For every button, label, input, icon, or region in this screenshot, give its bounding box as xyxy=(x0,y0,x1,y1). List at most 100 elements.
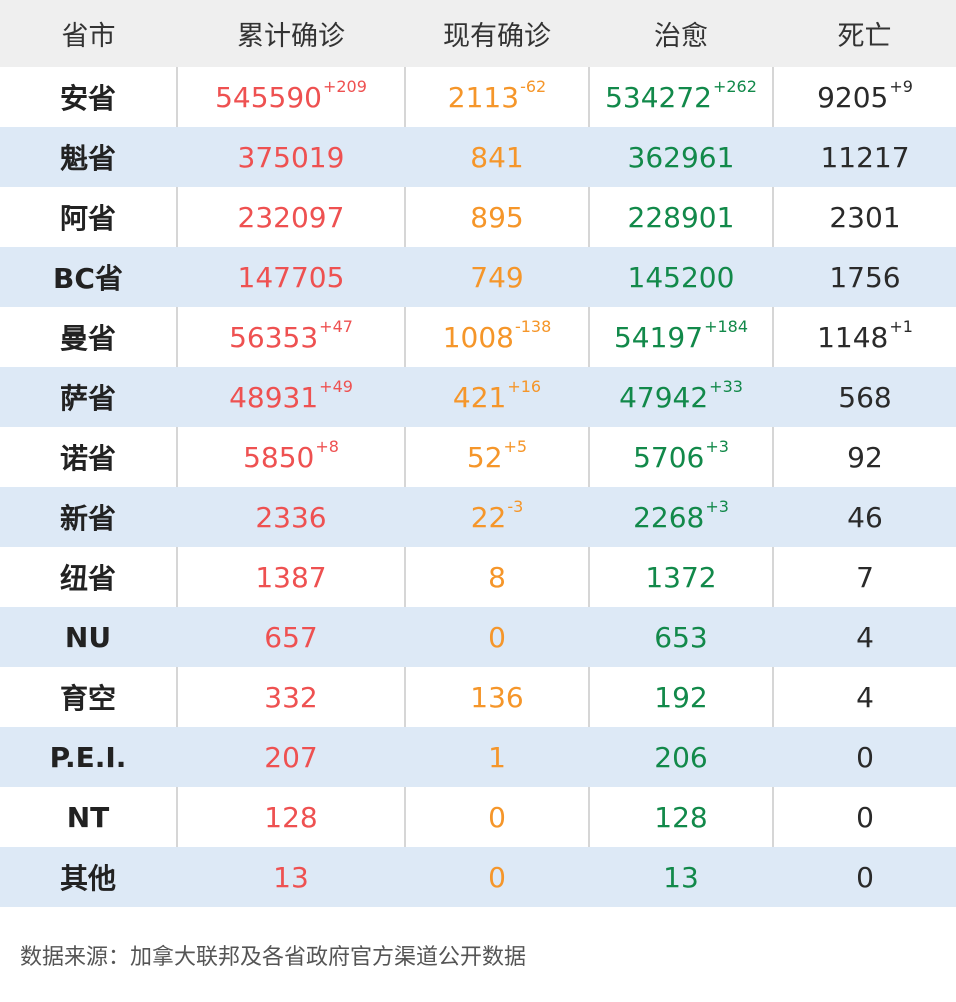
active-value: 1008 xyxy=(442,320,514,354)
active-value: 0 xyxy=(488,800,506,834)
deaths-value-group: 46 xyxy=(847,501,883,534)
table-row: 阿省 232097 895 228901 2301 xyxy=(0,187,956,247)
cumulative-value-group: 2336 xyxy=(255,501,326,534)
deaths-value-group: 7 xyxy=(856,561,874,594)
active-delta: +16 xyxy=(507,376,542,396)
recovered-value: 206 xyxy=(654,740,708,774)
recovered-value: 2268 xyxy=(633,500,705,534)
province-name: BC省 xyxy=(0,247,177,307)
cumulative-cell: 1387 xyxy=(176,547,405,607)
active-value: 0 xyxy=(488,860,506,894)
recovered-value-group: 1372 xyxy=(645,561,716,594)
recovered-value: 47942 xyxy=(619,380,709,414)
active-value-group: 2113-62 xyxy=(447,77,546,114)
cumulative-cell: 375019 xyxy=(176,127,405,187)
recovered-value-group: 206 xyxy=(654,741,707,774)
cumulative-value-group: 375019 xyxy=(238,141,345,174)
table-row: 新省 2336 22-3 2268+3 46 xyxy=(0,487,956,547)
cumulative-value: 48931 xyxy=(229,380,319,414)
cumulative-cell: 48931+49 xyxy=(176,367,405,427)
active-value-group: 136 xyxy=(470,681,523,714)
deaths-value: 92 xyxy=(847,440,883,474)
recovered-value: 5706 xyxy=(633,440,705,474)
active-value-group: 1008-138 xyxy=(442,317,552,354)
cumulative-value-group: 128 xyxy=(264,801,317,834)
recovered-value: 362961 xyxy=(627,140,735,174)
table-row: 纽省 1387 8 1372 7 xyxy=(0,547,956,607)
cumulative-delta: +47 xyxy=(319,316,353,336)
cumulative-cell: 5850+8 xyxy=(176,427,405,487)
table-row: BC省 147705 749 145200 1756 xyxy=(0,247,956,307)
recovered-cell: 47942+33 xyxy=(588,367,773,427)
province-name: 萨省 xyxy=(0,367,177,427)
deaths-value-group: 2301 xyxy=(829,201,900,234)
cumulative-value-group: 332 xyxy=(264,681,317,714)
cumulative-value: 545590 xyxy=(215,80,322,114)
recovered-cell: 206 xyxy=(588,727,773,787)
recovered-delta: +184 xyxy=(704,316,749,336)
deaths-cell: 46 xyxy=(772,487,956,547)
header-active: 现有确诊 xyxy=(405,0,589,67)
recovered-cell: 13 xyxy=(588,847,773,907)
cumulative-value-group: 48931+49 xyxy=(229,377,353,414)
cumulative-delta: +8 xyxy=(315,436,339,456)
cumulative-cell: 147705 xyxy=(176,247,405,307)
table-row: NU 657 0 653 4 xyxy=(0,607,956,667)
province-name: 魁省 xyxy=(0,127,177,187)
cumulative-value: 1387 xyxy=(255,560,327,594)
active-value: 52 xyxy=(466,440,503,474)
recovered-cell: 2268+3 xyxy=(588,487,773,547)
deaths-value-group: 0 xyxy=(856,801,874,834)
active-value: 136 xyxy=(470,680,524,714)
cumulative-value-group: 207 xyxy=(264,741,317,774)
cumulative-cell: 207 xyxy=(176,727,405,787)
cumulative-cell: 128 xyxy=(176,787,405,847)
recovered-value: 228901 xyxy=(627,200,735,234)
table-row: NT 128 0 128 0 xyxy=(0,787,956,847)
recovered-delta: +262 xyxy=(712,76,757,96)
deaths-cell: 92 xyxy=(772,427,956,487)
deaths-value-group: 0 xyxy=(856,861,874,894)
recovered-cell: 192 xyxy=(588,667,773,727)
recovered-cell: 653 xyxy=(588,607,773,667)
cumulative-value: 147705 xyxy=(237,260,345,294)
recovered-value-group: 192 xyxy=(654,681,707,714)
active-value: 0 xyxy=(488,620,506,654)
header-cumulative: 累计确诊 xyxy=(177,0,405,67)
deaths-value-group: 92 xyxy=(847,441,883,474)
deaths-cell: 4 xyxy=(772,667,956,727)
recovered-delta: +33 xyxy=(709,376,743,396)
recovered-value-group: 653 xyxy=(654,621,707,654)
deaths-value: 7 xyxy=(856,560,874,594)
table-body: 安省 545590+209 2113-62 534272+262 9205+9 魁省 375… xyxy=(0,67,956,907)
active-value-group: 841 xyxy=(470,141,523,174)
recovered-delta: +3 xyxy=(705,496,729,516)
deaths-cell: 0 xyxy=(772,727,956,787)
province-stats-table: 省市 累计确诊 现有确诊 治愈 死亡 安省 545590+209 2113-62 53… xyxy=(0,0,956,907)
active-value-group: 0 xyxy=(488,861,506,894)
recovered-value: 13 xyxy=(663,860,699,894)
active-cell: 0 xyxy=(404,787,589,847)
deaths-value: 0 xyxy=(856,800,874,834)
recovered-delta: +3 xyxy=(705,436,729,456)
deaths-value-group: 1148+1 xyxy=(817,317,913,354)
active-value: 8 xyxy=(488,560,506,594)
active-value: 2113 xyxy=(447,80,520,114)
active-value-group: 421+16 xyxy=(453,377,541,414)
header-row: 省市 累计确诊 现有确诊 治愈 死亡 xyxy=(0,0,956,67)
active-cell: 22-3 xyxy=(404,487,589,547)
cumulative-value-group: 657 xyxy=(264,621,317,654)
deaths-delta: +9 xyxy=(889,76,913,96)
active-value-group: 0 xyxy=(488,801,506,834)
deaths-value: 1148 xyxy=(817,320,889,354)
cumulative-value-group: 56353+47 xyxy=(229,317,353,354)
deaths-cell: 1148+1 xyxy=(772,307,956,367)
deaths-cell: 7 xyxy=(772,547,956,607)
recovered-value-group: 362961 xyxy=(628,141,735,174)
active-value-group: 1 xyxy=(488,741,506,774)
cumulative-value: 13 xyxy=(273,860,309,894)
deaths-value: 4 xyxy=(856,620,874,654)
active-value: 22 xyxy=(470,500,507,534)
cumulative-cell: 545590+209 xyxy=(176,67,405,127)
recovered-value-group: 534272+262 xyxy=(605,77,757,114)
